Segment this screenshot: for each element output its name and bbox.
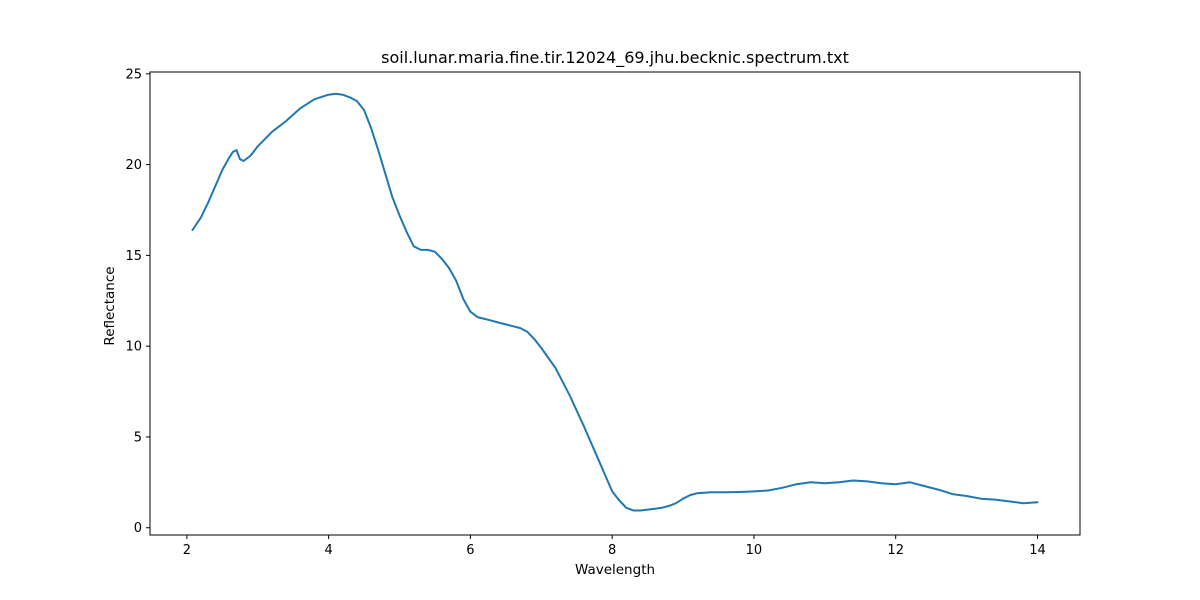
x-tick-label: 4 xyxy=(324,543,332,558)
series-line-reflectance xyxy=(191,92,1039,512)
y-tick-label: 0 xyxy=(134,521,142,536)
axes-frame xyxy=(149,71,1081,536)
x-tick-label: 12 xyxy=(887,543,904,558)
x-tick-label: 14 xyxy=(1029,543,1046,558)
y-axis-label: Reflectance xyxy=(102,266,118,345)
y-tick-label: 10 xyxy=(125,340,142,355)
plot-area xyxy=(191,92,1039,512)
chart-title: soil.lunar.maria.fine.tir.12024_69.jhu.b… xyxy=(381,48,849,68)
x-tick-label: 8 xyxy=(608,543,616,558)
y-tick-label: 5 xyxy=(134,430,142,445)
x-axis-label: Wavelength xyxy=(575,562,655,578)
y-tick-label: 25 xyxy=(125,67,142,82)
y-axis-ticks: 0 5 10 15 20 25 xyxy=(125,67,150,536)
x-tick-label: 2 xyxy=(183,543,191,558)
y-tick-label: 20 xyxy=(125,158,142,173)
x-tick-label: 10 xyxy=(746,543,763,558)
x-tick-label: 6 xyxy=(466,543,474,558)
x-axis-ticks: 2 4 6 8 10 12 14 xyxy=(183,535,1046,558)
y-tick-label: 15 xyxy=(125,249,142,264)
